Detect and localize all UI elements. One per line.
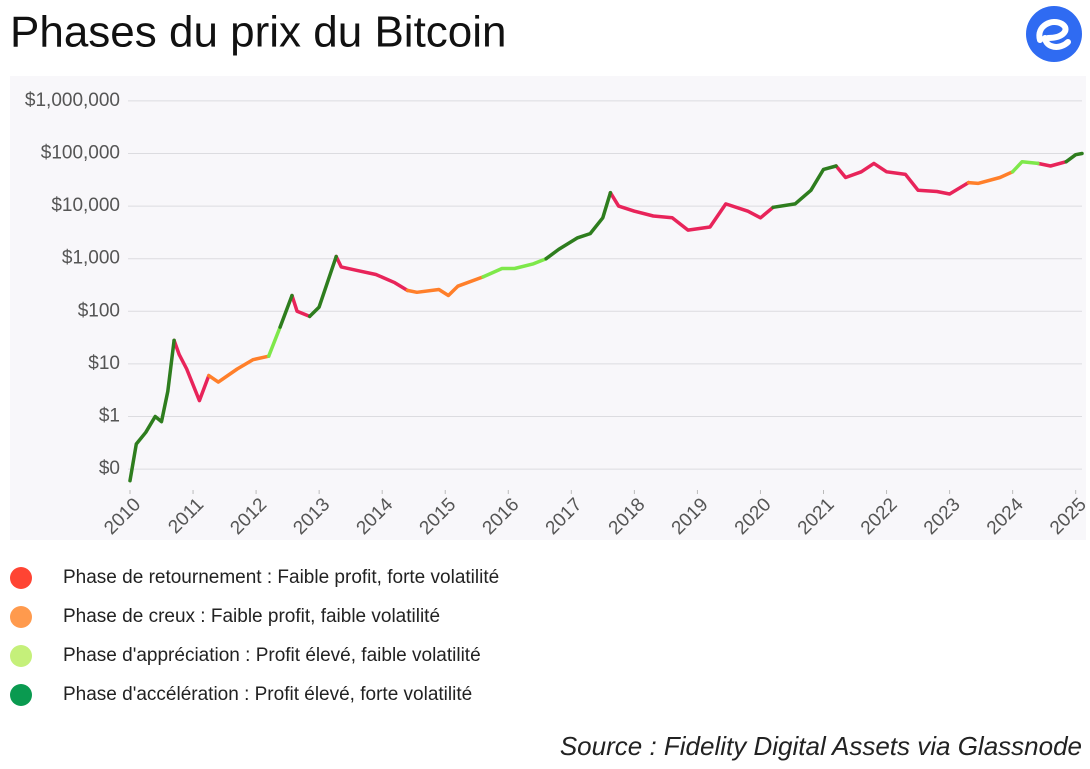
- plot-background: [10, 76, 1086, 540]
- legend-label: Phase d'appréciation : Profit élevé, fai…: [63, 645, 481, 666]
- source: Source : Fidelity Digital Assets via Gla…: [560, 731, 1082, 761]
- legend-label: Phase de creux : Faible profit, faible v…: [63, 606, 440, 627]
- y-tick-label: $100,000: [41, 143, 120, 164]
- price-line: [207, 170, 1015, 384]
- legend-label: Phase d'accélération : Profit élevé, for…: [63, 684, 472, 705]
- logo: [1026, 6, 1082, 62]
- legend-marker: [10, 606, 32, 628]
- legend-marker: [10, 684, 32, 706]
- legend-marker: [10, 567, 32, 589]
- y-tick-label: $10: [88, 353, 120, 374]
- price-line: [266, 159, 1040, 358]
- y-tick-label: $10,000: [51, 195, 120, 216]
- y-tick-label: $1,000,000: [25, 90, 120, 111]
- y-tick-label: $1,000: [62, 248, 120, 269]
- price-line: [128, 151, 1084, 483]
- y-tick-label: $0: [99, 458, 120, 479]
- price-line: [172, 159, 1068, 403]
- legend-marker: [10, 645, 32, 667]
- y-tick-label: $1: [99, 405, 120, 426]
- chart-title: Phases du prix du Bitcoin: [10, 8, 507, 57]
- y-tick-label: $100: [78, 300, 120, 321]
- legend-label: Phase de retournement : Faible profit, f…: [63, 567, 499, 588]
